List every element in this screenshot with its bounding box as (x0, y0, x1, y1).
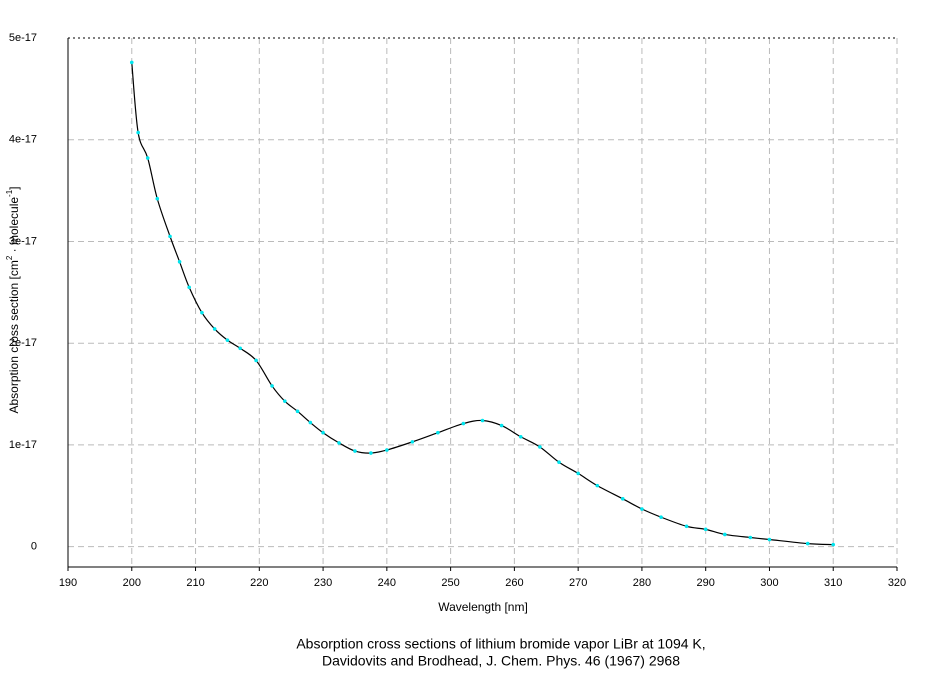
x-tick-label: 240 (378, 577, 396, 589)
data-point (187, 285, 191, 290)
x-tick-label: 200 (123, 577, 141, 589)
x-axis-label: Wavelength [nm] (438, 600, 528, 614)
data-point (410, 440, 415, 444)
data-point (353, 449, 357, 453)
x-tick-label: 230 (314, 577, 332, 589)
data-point (212, 327, 217, 331)
data-point (499, 423, 504, 428)
data-point (321, 430, 325, 435)
data-point (337, 441, 341, 445)
x-tick-label: 320 (888, 577, 906, 589)
data-point (308, 420, 313, 425)
data-point (155, 196, 160, 201)
data-point (136, 130, 140, 135)
data-point (168, 234, 172, 239)
data-point (748, 535, 753, 540)
data-point (831, 542, 836, 547)
data-point (576, 471, 580, 476)
data-point (238, 346, 242, 351)
caption: Absorption cross sections of lithium bro… (296, 636, 705, 652)
data-point (145, 156, 150, 160)
data-point (805, 541, 810, 546)
data-point (385, 448, 389, 452)
data-point (254, 358, 258, 363)
data-point (129, 60, 134, 65)
x-tick-label: 270 (569, 577, 587, 589)
y-tick-label: 3e-17 (9, 235, 37, 247)
data-point (177, 260, 182, 264)
y-axis-label: Absorption cross section [cm2 · molecule… (5, 186, 21, 413)
data-point (659, 515, 663, 519)
data-point (295, 409, 300, 414)
data-point (436, 430, 440, 435)
data-point (640, 507, 644, 511)
data-point (518, 434, 523, 439)
x-tick-label: 220 (250, 577, 268, 589)
data-point (270, 384, 274, 388)
x-tick-label: 210 (186, 577, 204, 589)
data-point (703, 527, 708, 532)
x-tick-label: 250 (441, 577, 459, 589)
data-point (767, 537, 772, 542)
x-tick-label: 310 (824, 577, 842, 589)
caption: Davidovits and Brodhead, J. Chem. Phys. … (322, 653, 680, 669)
y-tick-label: 5e-17 (9, 32, 37, 44)
data-point (557, 460, 561, 465)
data-point (480, 418, 485, 423)
data-point (538, 445, 542, 449)
y-tick-label: 1e-17 (9, 439, 37, 451)
data-point (369, 451, 373, 455)
data-point (684, 524, 689, 529)
x-tick-label: 280 (633, 577, 651, 589)
data-point (461, 421, 466, 426)
data-point (595, 483, 600, 488)
y-tick-label: 2e-17 (9, 337, 37, 349)
y-tick-label: 0 (31, 541, 37, 553)
data-line (131, 62, 834, 546)
data-point (620, 497, 625, 501)
data-point (225, 338, 230, 342)
x-tick-label: 190 (59, 577, 77, 589)
y-tick-label: 4e-17 (9, 134, 37, 146)
x-tick-label: 290 (697, 577, 715, 589)
x-tick-label: 260 (505, 577, 523, 589)
data-point (200, 310, 204, 315)
x-tick-label: 300 (760, 577, 778, 589)
data-point (723, 532, 727, 537)
data-point (283, 399, 287, 403)
